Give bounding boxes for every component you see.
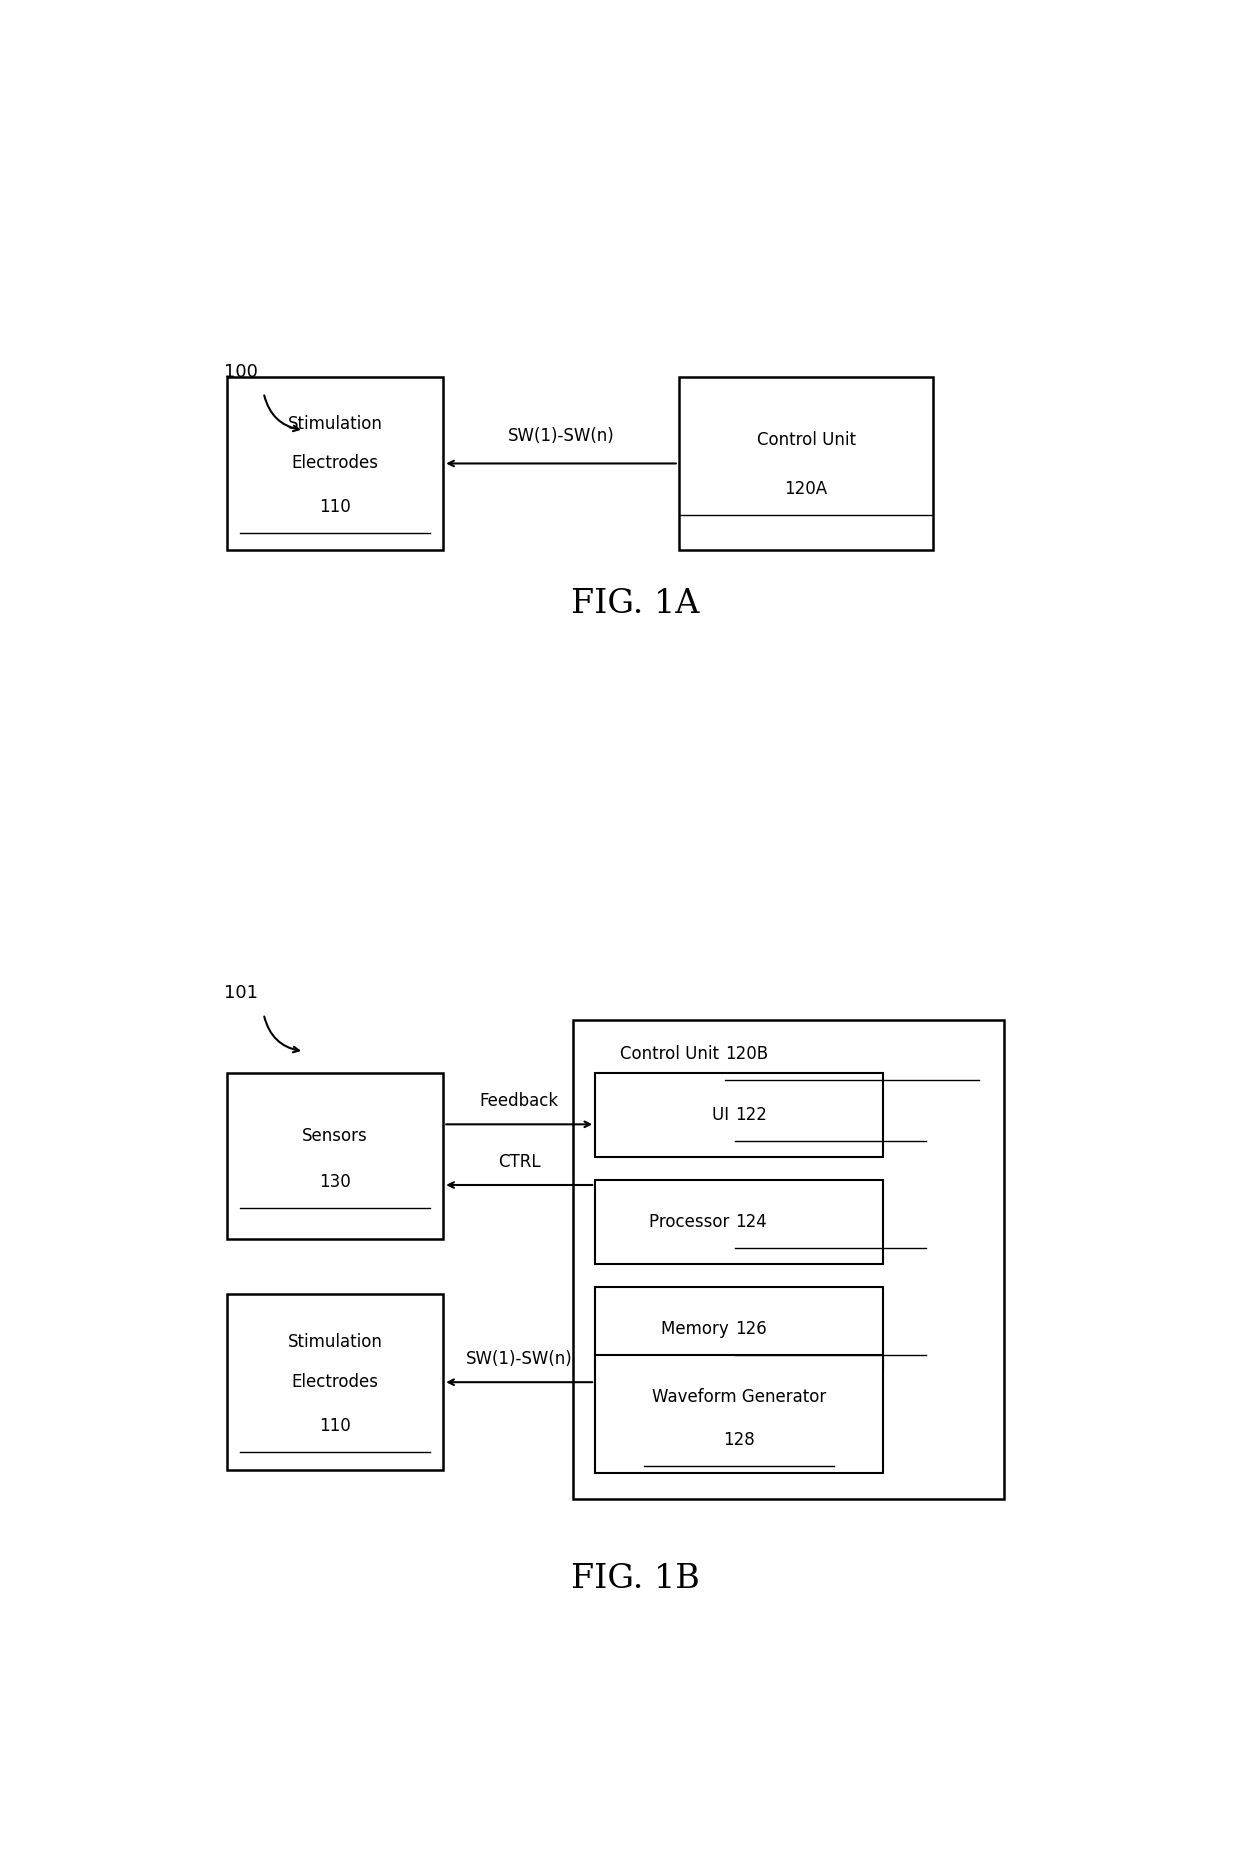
Bar (227, 1073, 444, 1240)
Text: 120B: 120B (725, 1045, 768, 1064)
Text: CTRL: CTRL (498, 1152, 541, 1171)
Text: Stimulation: Stimulation (288, 415, 383, 433)
Text: Processor: Processor (649, 1214, 734, 1231)
Text: UI: UI (712, 1107, 734, 1124)
Bar (595, 1180, 883, 1264)
Text: Electrodes: Electrodes (291, 454, 378, 473)
Text: Control Unit: Control Unit (756, 431, 856, 450)
Bar (595, 1287, 883, 1371)
Text: Feedback: Feedback (480, 1092, 559, 1111)
Text: 110: 110 (320, 497, 351, 516)
Bar (573, 1021, 1003, 1499)
Text: 128: 128 (723, 1431, 755, 1448)
Bar (227, 377, 444, 550)
Text: 110: 110 (320, 1416, 351, 1435)
Text: 126: 126 (735, 1319, 768, 1338)
Text: 130: 130 (320, 1172, 351, 1191)
Text: SW(1)-SW(n): SW(1)-SW(n) (466, 1349, 573, 1368)
Text: Control Unit: Control Unit (620, 1045, 724, 1064)
Text: 100: 100 (224, 364, 258, 381)
Text: SW(1)-SW(n): SW(1)-SW(n) (507, 426, 614, 445)
Text: FIG. 1B: FIG. 1B (572, 1563, 699, 1595)
Text: 122: 122 (735, 1107, 768, 1124)
Bar (678, 377, 934, 550)
Text: 120A: 120A (785, 480, 827, 499)
Text: Waveform Generator: Waveform Generator (652, 1388, 826, 1405)
Text: Electrodes: Electrodes (291, 1373, 378, 1392)
Text: Sensors: Sensors (303, 1127, 368, 1144)
Bar (595, 1073, 883, 1157)
Text: FIG. 1A: FIG. 1A (572, 587, 699, 619)
Bar (595, 1354, 883, 1473)
Text: 124: 124 (735, 1214, 768, 1231)
Text: Memory: Memory (661, 1319, 734, 1338)
Text: 101: 101 (224, 985, 258, 1002)
Bar (227, 1294, 444, 1471)
Text: Stimulation: Stimulation (288, 1332, 383, 1351)
